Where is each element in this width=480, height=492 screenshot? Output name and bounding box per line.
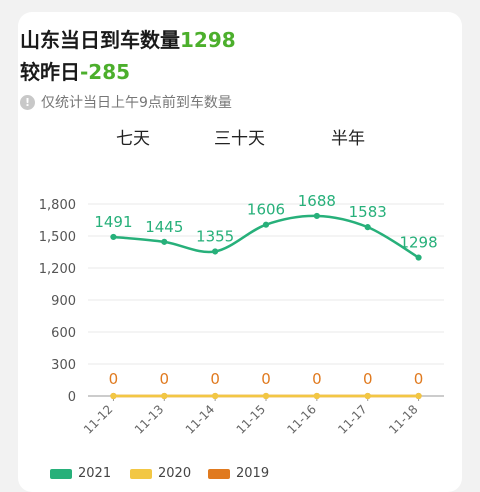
- legend-label-2021: 2021: [78, 466, 112, 481]
- data-point-2021: [262, 221, 270, 228]
- data-label-2021: 1606: [247, 201, 285, 219]
- x-tick-label: 11-12: [81, 402, 116, 437]
- tab-30-days[interactable]: 三十天: [214, 129, 265, 149]
- data-label-2021: 1583: [349, 203, 387, 221]
- y-tick-label: 900: [51, 294, 76, 309]
- data-point-2020: [161, 392, 168, 400]
- title-text: 山东当日到车数量: [20, 28, 180, 52]
- data-label-2021: 1688: [298, 192, 336, 210]
- data-point-2020: [364, 392, 371, 400]
- data-label-2021: 1298: [399, 234, 437, 252]
- compare-line: 较昨日-285: [20, 56, 130, 85]
- today-count: 1298: [180, 28, 236, 52]
- tab-7-days[interactable]: 七天: [116, 129, 150, 149]
- data-label-2021: 1445: [145, 218, 183, 236]
- legend-label-2020: 2020: [158, 466, 192, 481]
- y-tick-label: 1,200: [39, 262, 76, 277]
- compare-text: 较昨日: [20, 60, 80, 84]
- data-point-2021: [313, 212, 320, 220]
- y-tick-label: 0: [68, 390, 76, 405]
- data-label-2019: 0: [109, 370, 119, 388]
- y-tick-label: 600: [51, 326, 76, 341]
- data-label-2021: 1355: [196, 227, 234, 245]
- legend-swatch-2020: [130, 468, 152, 479]
- data-point-2021: [212, 248, 219, 255]
- data-label-2021: 1491: [94, 213, 132, 231]
- data-label-2019: 0: [210, 370, 220, 388]
- note-text: 仅统计当日上午9点前到车数量: [41, 95, 232, 111]
- y-tick-label: 1,500: [39, 230, 76, 245]
- y-tick-label: 300: [51, 358, 76, 373]
- legend-item-2021[interactable]: 2021: [50, 466, 111, 481]
- data-point-2021: [364, 224, 371, 231]
- y-tick-label: 1,800: [39, 198, 76, 213]
- data-point-2020: [262, 392, 270, 400]
- data-label-2019: 0: [363, 370, 373, 388]
- page-title: 山东当日到车数量1298: [20, 24, 236, 53]
- legend-swatch-2019: [208, 468, 230, 479]
- info-icon: !: [20, 94, 35, 110]
- data-point-2020: [212, 392, 219, 400]
- info-note: ! 仅统计当日上午9点前到车数量: [20, 92, 232, 112]
- data-point-2021: [110, 233, 117, 241]
- legend-label-2019: 2019: [236, 466, 270, 481]
- x-tick-label: 11-18: [386, 402, 421, 437]
- data-point-2021: [161, 238, 168, 245]
- x-tick-label: 11-14: [183, 402, 218, 437]
- data-point-2021: [415, 254, 422, 261]
- data-point-2020: [313, 392, 320, 400]
- data-label-2019: 0: [160, 370, 170, 388]
- legend-swatch-2021: [50, 468, 72, 479]
- legend-item-2019[interactable]: 2019: [208, 466, 269, 481]
- stats-card: [18, 12, 462, 492]
- legend-item-2020[interactable]: 2020: [130, 466, 191, 481]
- tab-half-year[interactable]: 半年: [331, 129, 365, 149]
- data-label-2019: 0: [312, 370, 322, 388]
- x-tick-label: 11-16: [284, 402, 319, 437]
- data-label-2019: 0: [261, 370, 271, 388]
- x-tick-label: 11-17: [335, 402, 370, 437]
- x-tick-label: 11-13: [132, 402, 167, 437]
- data-point-2020: [415, 392, 422, 400]
- x-tick-label: 11-15: [234, 402, 269, 437]
- line-chart: 0 300 600 900 1,200 1,500 1,800 11-12 11-13 11-14…: [39, 192, 444, 437]
- data-point-2020: [110, 392, 117, 400]
- compare-delta: -285: [80, 60, 131, 84]
- data-label-2019: 0: [414, 370, 424, 388]
